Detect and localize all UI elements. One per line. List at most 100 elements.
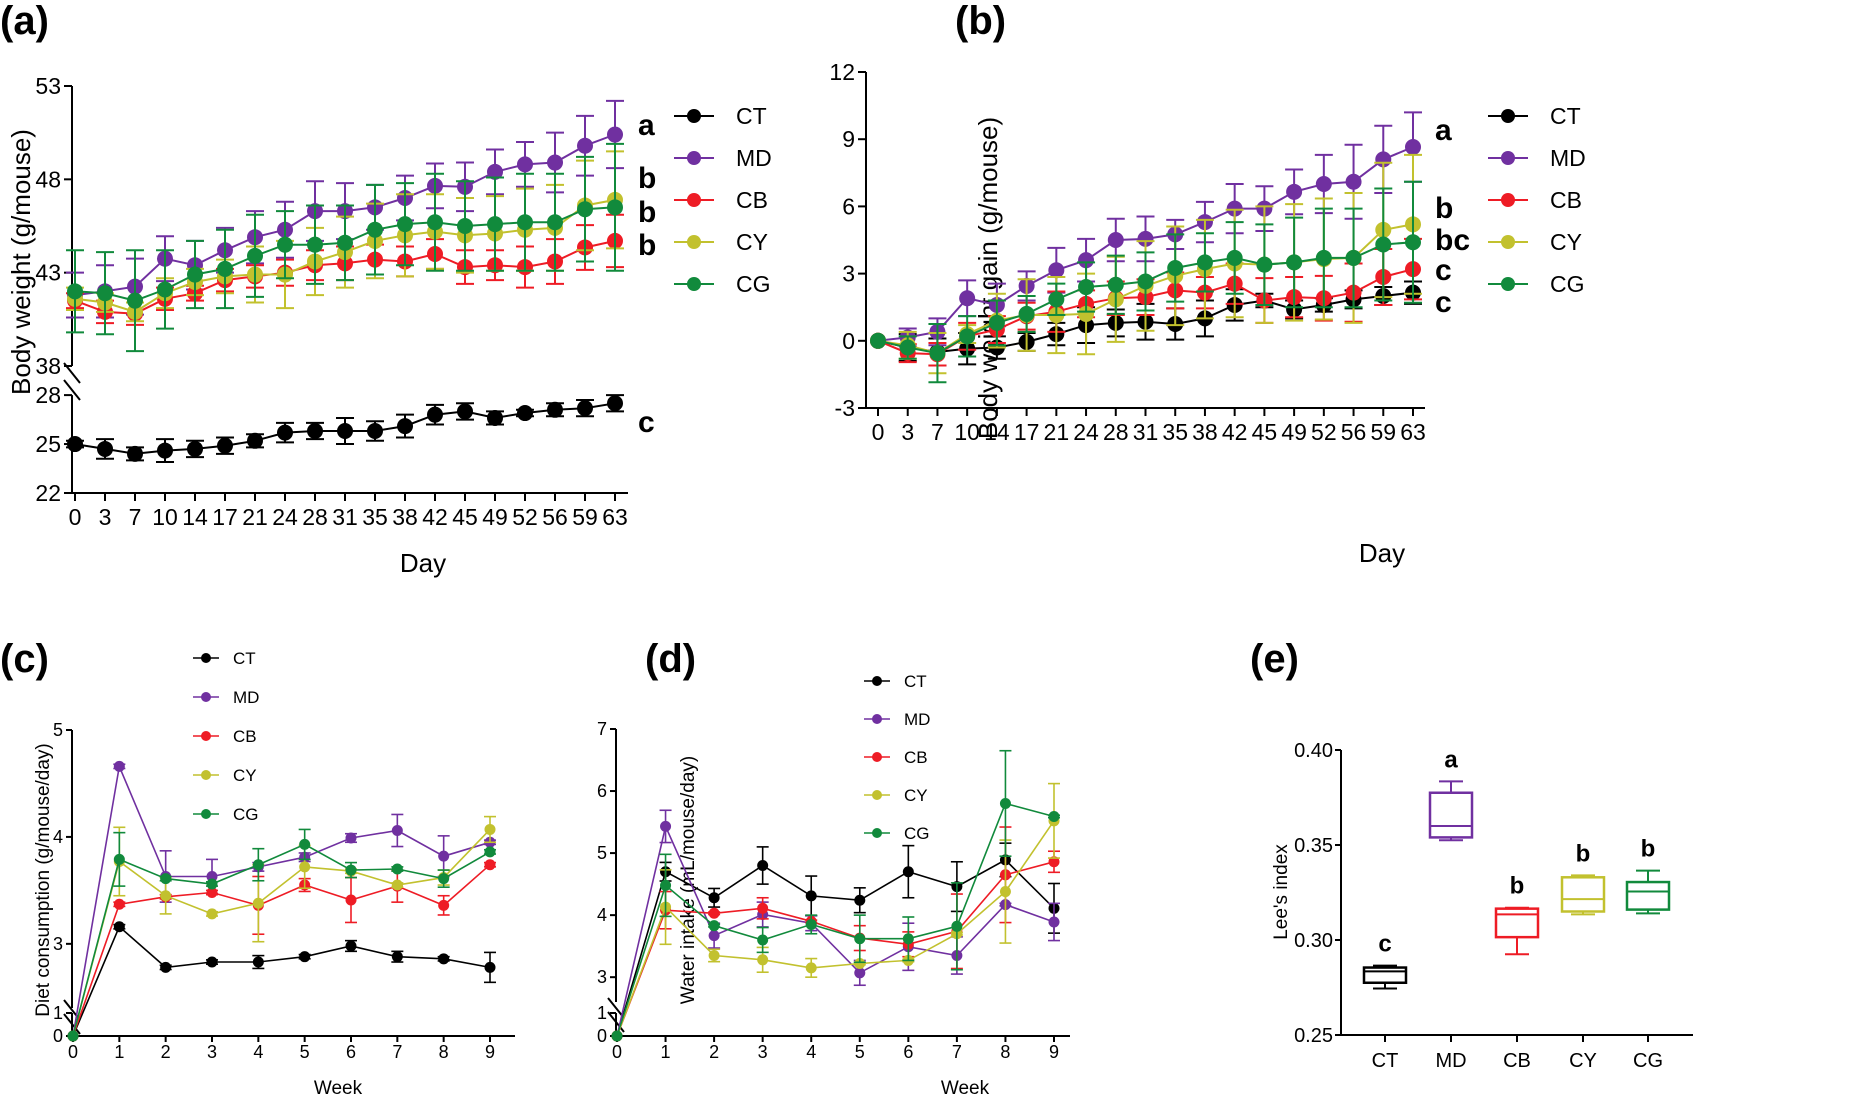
- panel-b-y-tick-label: 9: [842, 126, 855, 152]
- data-point-ct: [160, 961, 172, 973]
- panel-d-x-tick-label: 1: [661, 1042, 671, 1062]
- panel-a-x-tick-label: 38: [392, 504, 418, 530]
- panel-a-axis-break-mark: [63, 362, 81, 384]
- data-point-cb: [438, 899, 450, 911]
- significance-letter-md: a: [1444, 746, 1458, 773]
- data-point-cg: [307, 236, 323, 253]
- data-point-cg: [397, 216, 413, 233]
- data-point-cy: [252, 897, 264, 909]
- data-point-cy: [391, 879, 403, 891]
- significance-letter-ct: c: [1378, 931, 1391, 958]
- data-point-cg: [1345, 249, 1362, 266]
- panel-b-y-tick-label: 6: [842, 193, 855, 219]
- panel-b-y-axis-title: Body weight gain (g/mouse): [973, 117, 1003, 439]
- box-cg: b: [1625, 836, 1671, 915]
- panel-c-x-tick-label: 6: [346, 1042, 356, 1062]
- panel-b-x-axis-title: Day: [1359, 538, 1405, 568]
- data-point-cg: [345, 864, 357, 876]
- panel-a-x-tick-label: 7: [129, 504, 142, 530]
- data-point-ct: [217, 437, 233, 454]
- panel-b-x-tick-label: 24: [1073, 419, 1099, 445]
- series-cg: [611, 749, 1060, 1042]
- significance-letter-cb: b: [638, 229, 656, 262]
- data-point-ct: [252, 956, 264, 968]
- legend-marker-md: [201, 692, 211, 702]
- data-point-ct: [805, 890, 817, 902]
- data-point-cg: [160, 873, 172, 885]
- panel-d-x-tick-label: 3: [758, 1042, 768, 1062]
- data-point-ct: [854, 894, 866, 906]
- panel-d-label: (d): [645, 637, 696, 681]
- panel-a-body-weight: (a) Body weight (g/mouse) Day 22 25 28 38 43…: [0, 0, 772, 578]
- panel-e-lees-index: (e) Lee's index 0.25 0.30 0.35 0.40 CT MD CB CY…: [1250, 637, 1693, 1072]
- panel-c-x-tick-label: 9: [485, 1042, 495, 1062]
- data-point-ct: [187, 440, 203, 457]
- panel-a-y-axis-title: Body weight (g/mouse): [6, 129, 36, 395]
- panel-a-y-tick-label: 43: [35, 260, 61, 286]
- panel-b-y-tick-label: 12: [829, 59, 855, 85]
- data-point-cg: [67, 1030, 79, 1042]
- panel-d-x-tick-label: 4: [806, 1042, 816, 1062]
- data-point-ct: [757, 860, 769, 871]
- data-point-cg: [547, 214, 563, 231]
- panel-b-label: (b): [955, 0, 1006, 43]
- series-cb: c: [870, 237, 1452, 367]
- data-point-cg: [1286, 254, 1303, 271]
- significance-letter-md: a: [638, 109, 655, 142]
- data-point-md: [113, 760, 125, 772]
- data-point-cy: [708, 949, 720, 961]
- data-point-cg: [959, 328, 976, 345]
- legend-label-md: MD: [904, 710, 930, 729]
- data-point-cy: [160, 890, 172, 902]
- legend-item-cg: CG: [864, 824, 930, 843]
- panel-a-x-tick-label: 45: [452, 504, 478, 530]
- legend-label-ct: CT: [736, 103, 767, 129]
- panel-a-x-tick-label: 10: [152, 504, 178, 530]
- data-point-cy: [206, 908, 218, 920]
- panel-a-x-tick-label: 49: [482, 504, 508, 530]
- panel-d-x-tick-label: 2: [709, 1042, 719, 1062]
- panel-b-x-tick-label: 42: [1222, 419, 1248, 445]
- data-point-md: [487, 163, 503, 180]
- panel-d-y-tick-label: 6: [597, 781, 607, 801]
- data-point-cg: [1107, 276, 1124, 293]
- box-ct: c: [1362, 931, 1408, 990]
- legend-label-ct: CT: [1550, 103, 1581, 129]
- panel-b-x-tick-label: 31: [1133, 419, 1159, 445]
- series-ct: c: [66, 394, 655, 463]
- data-point-ct: [97, 440, 113, 457]
- data-point-md: [1048, 262, 1065, 279]
- panel-c-diet-consumption: (c) Diet consumption (g/mouse/day) Week …: [0, 637, 515, 1099]
- data-point-cg: [217, 260, 233, 277]
- legend-item-md: MD: [1488, 145, 1586, 171]
- significance-letter-cy: b: [638, 162, 656, 195]
- series-cg-line: [616, 802, 1055, 1037]
- series-ct: [67, 921, 496, 1042]
- significance-letter-cg: b: [638, 196, 656, 229]
- legend-marker-cg: [201, 809, 211, 819]
- legend-marker-cg: [872, 828, 882, 838]
- data-point-cg: [999, 797, 1011, 809]
- data-point-ct: [457, 403, 473, 420]
- panel-c-y-tick-label: 1: [53, 1003, 63, 1023]
- data-point-md: [1405, 139, 1421, 156]
- data-point-cg: [1137, 273, 1154, 290]
- data-point-md: [345, 832, 357, 844]
- interquartile-box: [1494, 907, 1540, 939]
- data-point-cy: [757, 954, 769, 966]
- legend-marker-cb: [872, 752, 882, 762]
- data-point-ct: [427, 406, 443, 423]
- panel-d-x-tick-label: 0: [612, 1042, 622, 1062]
- data-point-ct: [708, 892, 720, 904]
- data-point-md: [547, 154, 563, 171]
- series-cb: [67, 859, 496, 1042]
- data-point-cg: [427, 214, 443, 231]
- data-point-ct: [397, 418, 413, 435]
- legend-marker-md: [687, 151, 701, 165]
- panel-a-x-tick-label: 63: [602, 504, 628, 530]
- panel-c-x-axis-title: Week: [314, 1078, 363, 1099]
- significance-letter-cb: c: [1435, 254, 1452, 287]
- panel-b-x-tick-label: 3: [901, 419, 914, 445]
- series-cg: [67, 828, 496, 1042]
- panel-a-x-axis-title: Day: [400, 548, 446, 578]
